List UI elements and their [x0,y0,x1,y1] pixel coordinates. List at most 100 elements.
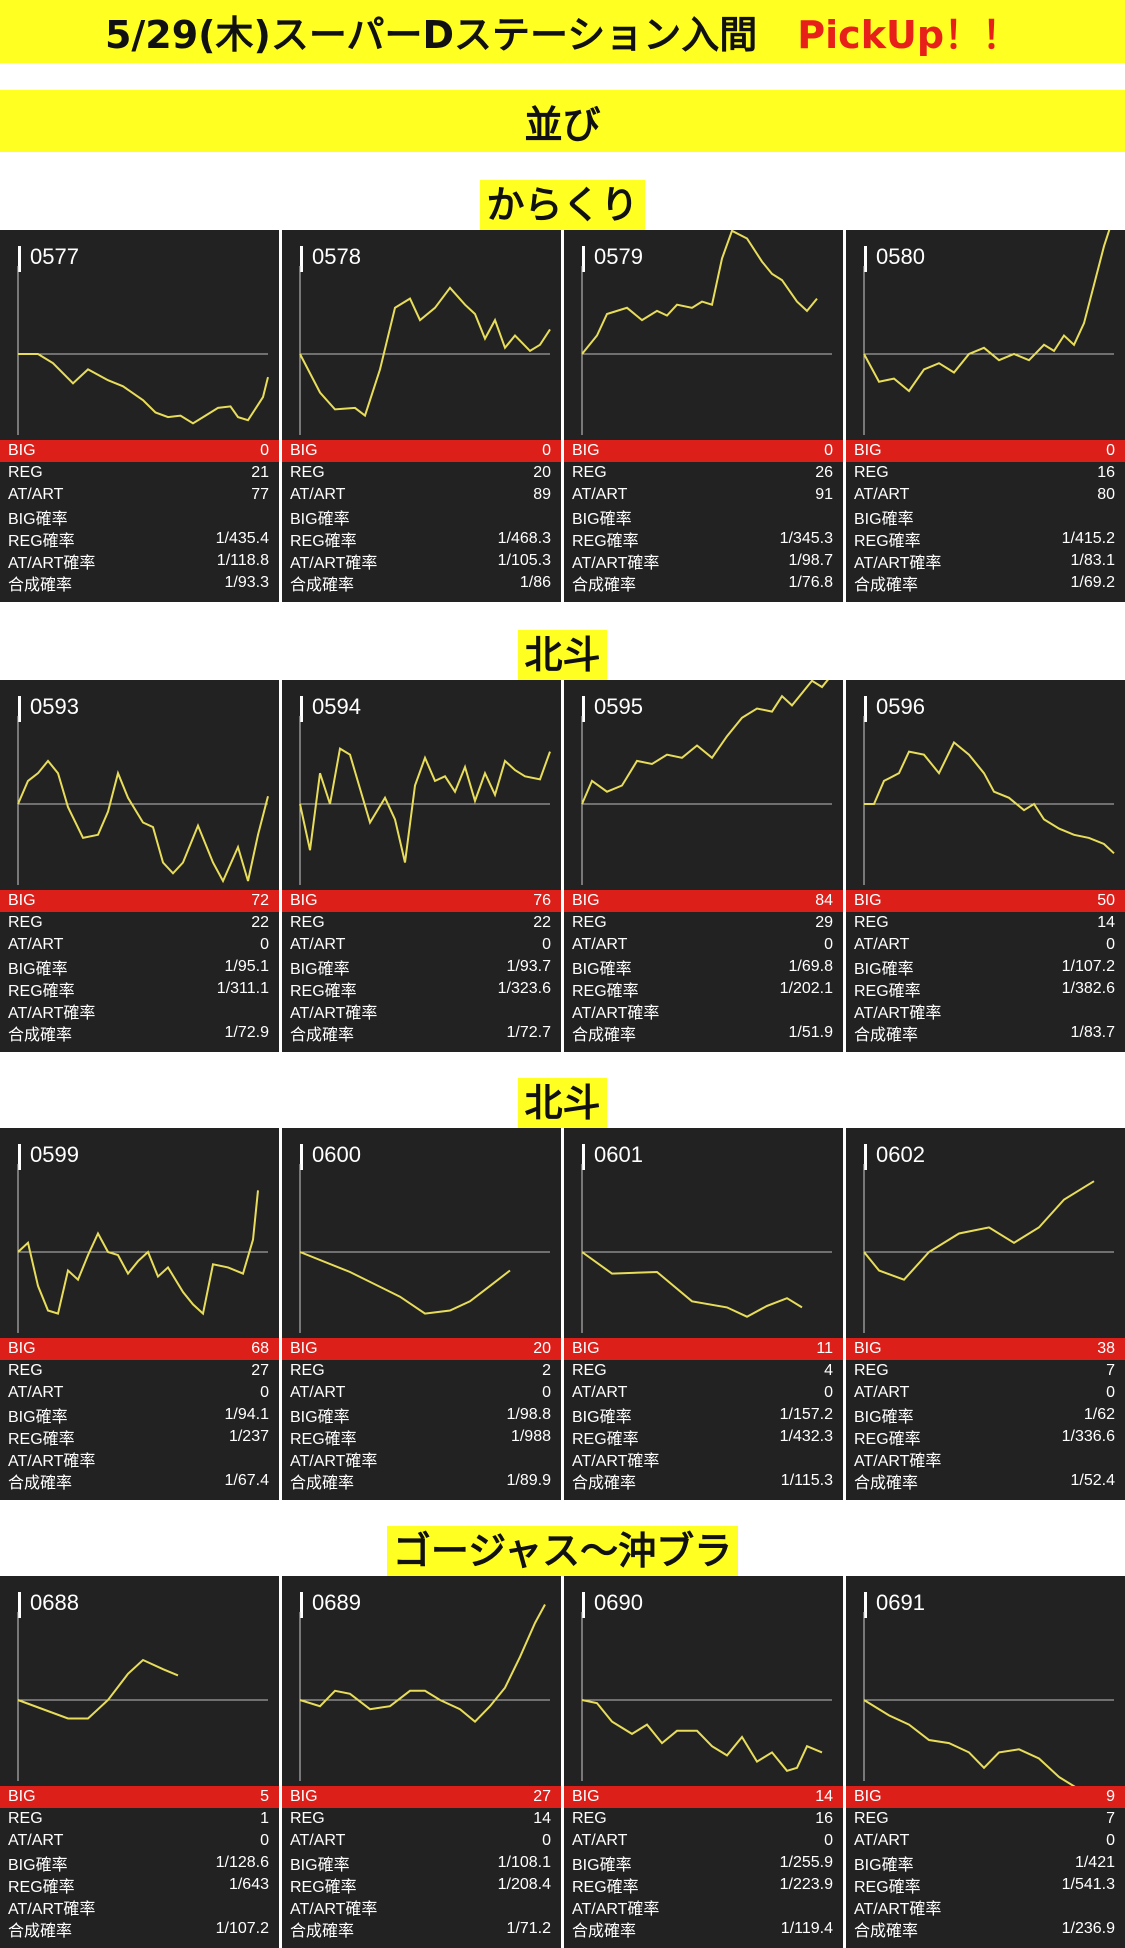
stat-label: AT/ART確率 [290,555,378,572]
stat-row: BIG確率 1/93.7 [282,956,561,978]
machine-card[interactable]: 0596 BIG 50 REG 14 AT/ART 0 BIG確率 1/107.2 REG確率 1/… [846,680,1125,1052]
stat-value: 5 [260,1788,269,1805]
stat-row: REG確率 1/643 [0,1874,279,1896]
machine-card[interactable]: 0595 BIG 84 REG 29 AT/ART 0 BIG確率 1/69.8 REG確率 1/2… [564,680,843,1052]
stat-value: 27 [251,1362,269,1379]
graph-line [299,1251,511,1315]
slump-graph [17,266,269,435]
stat-label: 合成確率 [8,1475,73,1492]
stat-value: 22 [251,914,269,931]
stats-table: BIG 14 REG 16 AT/ART 0 BIG確率 1/255.9 REG確率 1/223.… [564,1786,843,1940]
stat-label: 合成確率 [290,1923,355,1940]
stat-value: 1/107.2 [1061,958,1115,975]
slump-graph [581,680,832,885]
stat-label: AT/ART確率 [8,1453,96,1470]
machine-card[interactable]: 0599 BIG 68 REG 27 AT/ART 0 BIG確率 1/94.1 REG確率 1/2… [0,1128,279,1500]
stat-value: 1/382.6 [1061,980,1115,997]
slump-graph [863,1164,1114,1333]
stat-value: 1/72.9 [224,1024,269,1041]
stat-label: 合成確率 [8,1923,73,1940]
machine-card[interactable]: 0577 BIG 0 REG 21 AT/ART 77 BIG確率 REG確率 1/435.4 AT… [0,230,279,602]
stat-value: 2 [542,1362,551,1379]
stat-row: REG 29 [564,912,843,934]
subtitle-text: 並び [524,102,601,147]
stat-value: 1/336.6 [1061,1428,1115,1445]
stat-label: BIG [572,1788,600,1805]
stats-table: BIG 50 REG 14 AT/ART 0 BIG確率 1/107.2 REG確率 1/382.… [846,890,1125,1044]
stat-label: REG確率 [572,983,639,1000]
stat-row: REG 2 [282,1360,561,1382]
graph-line [299,286,551,418]
stat-row: BIG 14 [564,1786,843,1808]
stat-value: 29 [815,914,833,931]
graph-line [17,1190,259,1316]
machine-card[interactable]: 0600 BIG 20 REG 2 AT/ART 0 BIG確率 1/98.8 REG確率 1/98… [282,1128,561,1500]
stat-value: 72 [251,892,269,909]
slump-graph [17,1164,268,1333]
stats-table: BIG 11 REG 4 AT/ART 0 BIG確率 1/157.2 REG確率 1/432.3… [564,1338,843,1492]
stat-label: AT/ART確率 [854,1453,942,1470]
stat-row: 合成確率 1/83.7 [846,1022,1125,1044]
machine-card[interactable]: 0594 BIG 76 REG 22 AT/ART 0 BIG確率 1/93.7 REG確率 1/3… [282,680,561,1052]
stat-value: 0 [542,1384,551,1401]
stat-label: BIG [572,1340,600,1357]
stat-label: AT/ART確率 [854,1005,942,1022]
stat-label: BIG [290,1788,318,1805]
stat-value: 22 [533,914,551,931]
machine-card[interactable]: 0593 BIG 72 REG 22 AT/ART 0 BIG確率 1/95.1 REG確率 1/3… [0,680,279,1052]
stat-row: REG確率 1/223.9 [564,1874,843,1896]
machine-card[interactable]: 0691 BIG 9 REG 7 AT/ART 0 BIG確率 1/421 REG確率 1/541.… [846,1576,1125,1948]
stat-label: AT/ART [854,936,910,953]
stat-value: 14 [533,1810,551,1827]
graph-line [299,1604,546,1723]
stat-row: AT/ART 0 [282,1830,561,1852]
machine-card[interactable]: 0688 BIG 5 REG 1 AT/ART 0 BIG確率 1/128.6 REG確率 1/64… [0,1576,279,1948]
stat-value: 1/208.4 [497,1876,551,1893]
stat-label: AT/ART確率 [572,555,660,572]
section-label-text: からくり [480,180,645,230]
stat-row: 合成確率 1/107.2 [0,1918,279,1940]
stat-value: 0 [542,1832,551,1849]
stat-row: BIG 0 [0,440,279,462]
stat-row: REG確率 1/208.4 [282,1874,561,1896]
stat-value: 1/415.2 [1061,530,1115,547]
stat-row: AT/ART確率 [282,1448,561,1470]
graph-line [581,230,818,355]
machine-card[interactable]: 0689 BIG 27 REG 14 AT/ART 0 BIG確率 1/108.1 REG確率 1/… [282,1576,561,1948]
stat-value: 0 [260,1832,269,1849]
stat-label: AT/ART [572,486,628,503]
graph-line [581,1699,823,1772]
machine-card[interactable]: 0580 BIG 0 REG 16 AT/ART 80 BIG確率 REG確率 1/415.2 AT… [846,230,1125,602]
stat-label: REG [290,914,325,931]
stat-row: REG 21 [0,462,279,484]
stat-label: AT/ART [854,1832,910,1849]
stat-row: AT/ART 0 [564,1382,843,1404]
stat-value: 1/643 [228,1876,269,1893]
stat-label: AT/ART [8,936,64,953]
stat-label: BIG確率 [854,961,914,978]
pickup-text: PickUp！！ [797,13,1021,57]
stat-row: BIG確率 1/94.1 [0,1404,279,1426]
stat-row: REG確率 1/468.3 [282,528,561,550]
stat-row: BIG確率 1/95.1 [0,956,279,978]
stat-value: 1/93.3 [224,574,269,591]
stat-value: 1/107.2 [215,1920,269,1937]
stat-row: BIG確率 [846,506,1125,528]
section-label: 北斗 [0,1078,1125,1128]
machine-card[interactable]: 0579 BIG 0 REG 26 AT/ART 91 BIG確率 REG確率 1/345.3 AT… [564,230,843,602]
stat-row: AT/ART確率 [0,1448,279,1470]
machine-card[interactable]: 0690 BIG 14 REG 16 AT/ART 0 BIG確率 1/255.9 REG確率 1/… [564,1576,843,1948]
machine-card[interactable]: 0601 BIG 11 REG 4 AT/ART 0 BIG確率 1/157.2 REG確率 1/4… [564,1128,843,1500]
stat-row: AT/ART 77 [0,484,279,506]
stat-label: AT/ART [572,936,628,953]
stat-row: 合成確率 1/76.8 [564,572,843,594]
machine-card[interactable]: 0578 BIG 0 REG 20 AT/ART 89 BIG確率 REG確率 1/468.3 AT… [282,230,561,602]
stat-row: BIG 0 [282,440,561,462]
machine-card[interactable]: 0602 BIG 38 REG 7 AT/ART 0 BIG確率 1/62 REG確率 1/336.… [846,1128,1125,1500]
slump-graph [863,1612,1114,1786]
stat-value: 1/51.9 [788,1024,833,1041]
subtitle-banner: 並び [0,90,1125,152]
stat-row: 合成確率 1/67.4 [0,1470,279,1492]
stat-row: AT/ART 0 [846,1382,1125,1404]
slump-graph [581,1164,832,1333]
